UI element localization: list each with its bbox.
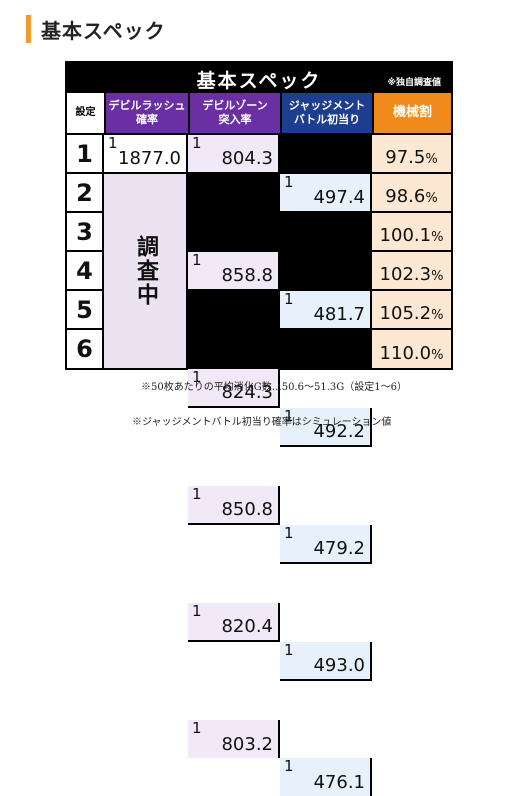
devil-zone-cell: 1 850.8 — [188, 486, 280, 525]
footnote-1: ※50枚あたりの平均消化G数…50.6～51.3G（設定1～6） — [141, 382, 407, 393]
setting-cell: 5 — [67, 291, 104, 330]
judgment-battle-cell: 1 481.7 — [280, 291, 372, 330]
spec-table: 基本スペック ※独自調査値 設定 デビルラッシュ 確率 デビルゾーン 突入率 ジャッ… — [65, 61, 453, 796]
header-devil-rush: デビルラッシュ 確率 — [104, 93, 188, 133]
devil-zone-cell: 1 803.2 — [188, 720, 280, 758]
footnote-2: ※ジャッジメントバトル初当り確率はシミュレーション値 — [132, 417, 392, 428]
payout-cell: 100.1% — [372, 213, 451, 252]
header-judgment: ジャッジメント バトル初当り — [280, 93, 372, 133]
header-setting: 設定 — [67, 93, 104, 133]
fraction-numerator: 1 — [284, 641, 294, 659]
devil-rush-value: 1877.0 — [118, 148, 181, 169]
fraction-numerator: 1 — [192, 719, 202, 737]
devil-rush-cell: 1 1877.0 — [104, 135, 188, 174]
devil-zone-cell: 1 858.8 — [188, 252, 280, 291]
setting-cell: 1 — [67, 135, 104, 174]
judgment-battle-cell: 1 497.4 — [280, 174, 372, 213]
payout-cell: 98.6% — [372, 174, 451, 213]
payout-unit: % — [431, 269, 444, 284]
table-note: ※独自調査値 — [387, 78, 441, 88]
payout-value: 97.5 — [385, 147, 426, 168]
payout-value: 98.6 — [385, 186, 426, 207]
devil-zone-value: 804.3 — [221, 148, 273, 169]
heading-accent-bar — [26, 15, 31, 43]
judgment-battle-value: 497.4 — [313, 187, 365, 208]
judgment-battle-cell: 1 493.0 — [280, 642, 372, 681]
fraction-numerator: 1 — [192, 134, 202, 152]
fraction-numerator: 1 — [192, 368, 202, 386]
devil-zone-value: 850.8 — [221, 499, 273, 520]
header-devil-zone-line1: デビルゾーン — [202, 99, 268, 112]
judgment-battle-cell: 1 476.1 — [280, 758, 372, 796]
header-judgment-line2: バトル初当り — [293, 113, 361, 126]
header-payout-label: 機械割 — [392, 105, 432, 120]
devil-zone-value: 858.8 — [221, 265, 273, 286]
devil-zone-cell: 1 804.3 — [188, 135, 280, 174]
payout-cell: 102.3% — [372, 252, 451, 291]
payout-value: 100.1 — [379, 225, 432, 246]
judgment-battle-cell: 1 479.2 — [280, 525, 372, 564]
payout-unit: % — [431, 230, 444, 245]
fraction-numerator: 1 — [284, 173, 294, 191]
fraction-numerator: 1 — [108, 134, 118, 152]
fraction-numerator: 1 — [192, 485, 202, 503]
payout-unit: % — [431, 308, 444, 323]
heading-text: 基本スペック — [41, 18, 166, 43]
setting-cell: 4 — [67, 252, 104, 291]
payout-cell: 105.2% — [372, 291, 451, 330]
header-payout: 機械割 — [372, 93, 451, 133]
payout-value: 102.3 — [379, 264, 432, 285]
setting-cell: 6 — [67, 330, 104, 368]
devil-zone-value: 820.4 — [221, 616, 273, 637]
header-setting-label: 設定 — [75, 107, 96, 118]
payout-unit: % — [425, 152, 438, 167]
fraction-numerator: 1 — [192, 251, 202, 269]
header-devil-rush-line2: 確率 — [136, 113, 158, 126]
section-heading: 基本スペック — [26, 14, 166, 44]
payout-unit: % — [425, 191, 438, 206]
payout-value: 105.2 — [379, 303, 432, 324]
devil-zone-value: 803.2 — [221, 734, 273, 755]
header-devil-zone-line2: 突入率 — [218, 113, 252, 126]
payout-cell: 97.5% — [372, 135, 451, 174]
judgment-battle-value: 481.7 — [313, 304, 365, 325]
payout-value: 110.0 — [379, 343, 432, 364]
header-devil-zone: デビルゾーン 突入率 — [188, 93, 280, 133]
header-judgment-line1: ジャッジメント — [288, 99, 366, 112]
fraction-numerator: 1 — [284, 524, 294, 542]
judgment-battle-value: 493.0 — [313, 655, 365, 676]
judgment-battle-value: 476.1 — [313, 772, 365, 793]
fraction-numerator: 1 — [284, 407, 294, 425]
table-body-cells: 1 804.3 1 497.4 97.5% 1 858.8 1 481.7 98.6% 1 824.3… — [67, 135, 451, 796]
table-title-row: 基本スペック ※独自調査値 — [67, 63, 451, 93]
setting-cell: 3 — [67, 213, 104, 252]
judgment-battle-value: 479.2 — [313, 538, 365, 559]
devil-zone-value: 824.3 — [221, 382, 273, 403]
table-title: 基本スペック — [196, 70, 322, 92]
devil-zone-cell: 1 824.3 — [188, 369, 280, 408]
header-devil-rush-line1: デビルラッシュ — [108, 99, 186, 112]
payout-cell: 110.0% — [372, 330, 451, 368]
devil-rush-shared-text: 調査中 — [133, 235, 158, 307]
judgment-battle-value: 492.2 — [313, 421, 365, 442]
payout-unit: % — [431, 348, 444, 363]
fraction-numerator: 1 — [284, 290, 294, 308]
fraction-numerator: 1 — [192, 602, 202, 620]
setting-cell: 2 — [67, 174, 104, 213]
fraction-numerator: 1 — [284, 757, 294, 775]
devil-zone-cell: 1 820.4 — [188, 603, 280, 642]
devil-rush-merged-cell: 調査中 — [104, 174, 188, 368]
